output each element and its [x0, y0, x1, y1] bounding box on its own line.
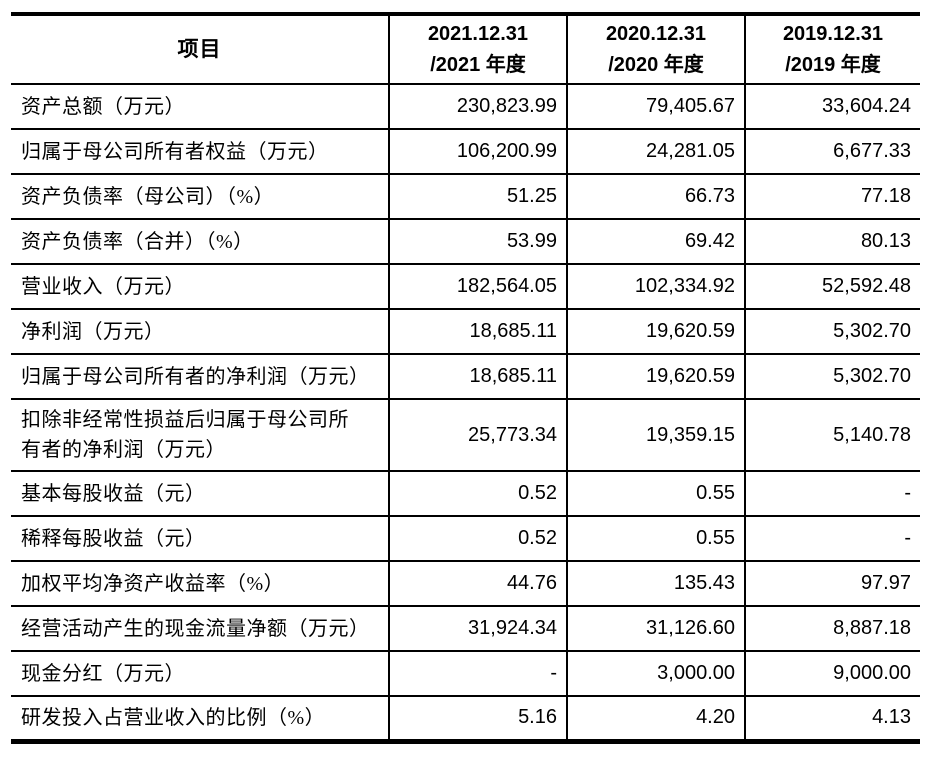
financial-summary-table: 项目 2021.12.31 /2021 年度 2020.12.31 /2020 …: [11, 12, 920, 744]
header-period-2020-date: 2020.12.31: [605, 22, 707, 45]
value-2021: 106,200.99: [388, 129, 567, 175]
table-row: 扣除非经常性损益后归属于母公司所有者的净利润（万元） 25,773.34 19,…: [11, 399, 920, 472]
value-2019: 6,677.33: [744, 129, 920, 175]
table-row: 经营活动产生的现金流量净额（万元） 31,924.34 31,126.60 8,…: [11, 606, 920, 652]
row-label: 扣除非经常性损益后归属于母公司所有者的净利润（万元）: [11, 399, 389, 472]
row-label: 稀释每股收益（元）: [11, 516, 389, 562]
value-2020: 19,620.59: [566, 354, 745, 400]
table-row: 资产负债率（母公司）（%） 51.25 66.73 77.18: [11, 174, 920, 220]
row-label: 加权平均净资产收益率（%）: [11, 561, 389, 607]
value-2019: 80.13: [744, 219, 920, 265]
value-2020: 69.42: [566, 219, 745, 265]
header-period-2019: 2019.12.31 /2019 年度: [744, 14, 920, 85]
header-row: 项目 2021.12.31 /2021 年度 2020.12.31 /2020 …: [11, 14, 920, 85]
header-period-2020: 2020.12.31 /2020 年度: [566, 14, 745, 85]
row-label: 资产负债率（母公司）（%）: [11, 174, 389, 220]
header-period-2021-year: /2021 年度: [430, 53, 526, 76]
value-2019: 52,592.48: [744, 264, 920, 310]
value-2019: 4.13: [744, 696, 920, 741]
table-row: 稀释每股收益（元） 0.52 0.55 -: [11, 516, 920, 562]
row-label: 经营活动产生的现金流量净额（万元）: [11, 606, 389, 652]
value-2020: 24,281.05: [566, 129, 745, 175]
value-2019: -: [744, 471, 920, 517]
value-2021: 31,924.34: [388, 606, 567, 652]
row-label: 归属于母公司所有者权益（万元）: [11, 129, 389, 175]
value-2020: 19,620.59: [566, 309, 745, 355]
table-row: 资产负债率（合并）（%） 53.99 69.42 80.13: [11, 219, 920, 265]
header-period-2019-year: /2019 年度: [785, 53, 881, 76]
value-2021: -: [388, 651, 567, 697]
value-2020: 3,000.00: [566, 651, 745, 697]
value-2021: 0.52: [388, 471, 567, 517]
value-2020: 0.55: [566, 471, 745, 517]
table-row: 资产总额（万元） 230,823.99 79,405.67 33,604.24: [11, 84, 920, 130]
header-period-2021: 2021.12.31 /2021 年度: [388, 14, 567, 85]
value-2020: 19,359.15: [566, 399, 745, 472]
value-2021: 53.99: [388, 219, 567, 265]
value-2021: 18,685.11: [388, 354, 567, 400]
value-2021: 51.25: [388, 174, 567, 220]
value-2020: 79,405.67: [566, 84, 745, 130]
header-period-2021-date: 2021.12.31: [427, 22, 529, 45]
table-row: 基本每股收益（元） 0.52 0.55 -: [11, 471, 920, 517]
row-label: 资产负债率（合并）（%）: [11, 219, 389, 265]
value-2019: 8,887.18: [744, 606, 920, 652]
value-2021: 18,685.11: [388, 309, 567, 355]
value-2020: 4.20: [566, 696, 745, 741]
value-2021: 5.16: [388, 696, 567, 741]
value-2019: -: [744, 516, 920, 562]
value-2019: 9,000.00: [744, 651, 920, 697]
row-label: 基本每股收益（元）: [11, 471, 389, 517]
row-label: 现金分红（万元）: [11, 651, 389, 697]
header-period-2019-date: 2019.12.31: [782, 22, 884, 45]
value-2021: 182,564.05: [388, 264, 567, 310]
table-row: 营业收入（万元） 182,564.05 102,334.92 52,592.48: [11, 264, 920, 310]
row-label: 研发投入占营业收入的比例（%）: [11, 696, 389, 741]
row-label: 净利润（万元）: [11, 309, 389, 355]
value-2019: 77.18: [744, 174, 920, 220]
value-2019: 5,302.70: [744, 309, 920, 355]
row-label: 资产总额（万元）: [11, 84, 389, 130]
table-row: 归属于母公司所有者的净利润（万元） 18,685.11 19,620.59 5,…: [11, 354, 920, 400]
value-2020: 135.43: [566, 561, 745, 607]
value-2021: 230,823.99: [388, 84, 567, 130]
table-row: 研发投入占营业收入的比例（%） 5.16 4.20 4.13: [11, 696, 920, 741]
value-2019: 33,604.24: [744, 84, 920, 130]
value-2020: 0.55: [566, 516, 745, 562]
table-row: 加权平均净资产收益率（%） 44.76 135.43 97.97: [11, 561, 920, 607]
header-item-label: 项目: [11, 14, 389, 85]
value-2021: 25,773.34: [388, 399, 567, 472]
value-2021: 0.52: [388, 516, 567, 562]
table-row: 净利润（万元） 18,685.11 19,620.59 5,302.70: [11, 309, 920, 355]
header-period-2020-year: /2020 年度: [608, 53, 704, 76]
value-2020: 102,334.92: [566, 264, 745, 310]
value-2019: 5,302.70: [744, 354, 920, 400]
value-2019: 5,140.78: [744, 399, 920, 472]
row-label: 归属于母公司所有者的净利润（万元）: [11, 354, 389, 400]
table-row: 现金分红（万元） - 3,000.00 9,000.00: [11, 651, 920, 697]
row-label: 营业收入（万元）: [11, 264, 389, 310]
value-2021: 44.76: [388, 561, 567, 607]
value-2019: 97.97: [744, 561, 920, 607]
table-row: 归属于母公司所有者权益（万元） 106,200.99 24,281.05 6,6…: [11, 129, 920, 175]
value-2020: 31,126.60: [566, 606, 745, 652]
value-2020: 66.73: [566, 174, 745, 220]
